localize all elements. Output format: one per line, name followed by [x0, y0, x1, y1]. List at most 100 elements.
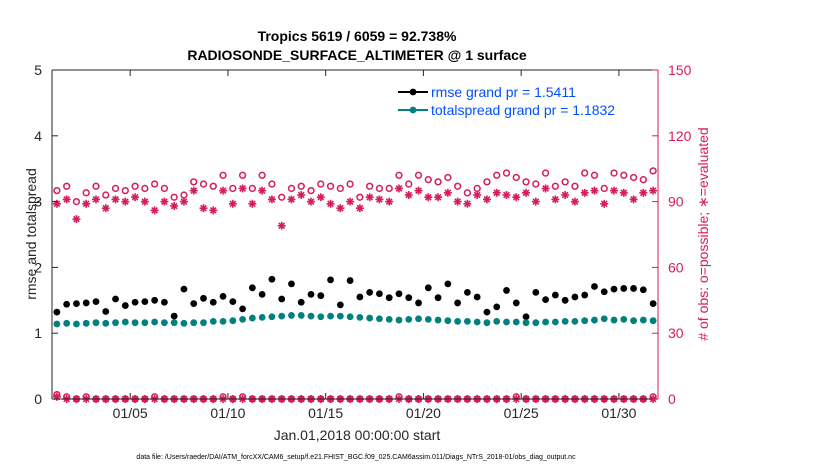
- obs-evaluated-point-13: [170, 201, 179, 210]
- totalspread-point-29: [327, 312, 334, 320]
- obs-possible-point-26: [297, 182, 305, 190]
- totalspread-point-4: [82, 319, 90, 327]
- rmse-point-34: [376, 290, 383, 298]
- obs-evaluated-point-14: [179, 197, 188, 206]
- rmse-point-50: [532, 289, 540, 296]
- obs-possible-point-23: [268, 180, 276, 188]
- obs-evaluated-baseline-point-1: [52, 392, 61, 401]
- obs-possible-point-8: [121, 186, 129, 195]
- rmse-point-23: [268, 275, 276, 283]
- obs-possible-point-29: [326, 182, 335, 190]
- y-right-tick-label-150: 150: [668, 62, 692, 78]
- totalspread-point-57: [600, 315, 608, 323]
- rmse-point-14: [180, 285, 188, 293]
- totalspread-point-1: [53, 320, 61, 328]
- obs-possible-point-56: [590, 171, 599, 179]
- obs-evaluated-point-59: [619, 188, 628, 197]
- data-marks: [52, 167, 658, 403]
- legend: rmse grand pr = 1.5411 totalspread grand…: [394, 82, 646, 118]
- obs-evaluated-point-54: [570, 197, 579, 206]
- obs-possible-point-62: [649, 167, 657, 175]
- obs-evaluated-point-46: [492, 188, 501, 197]
- totalspread-point-14: [180, 319, 188, 327]
- totalspread-point-25: [288, 312, 295, 319]
- rmse-point-37: [405, 294, 413, 302]
- obs-evaluated-point-6: [101, 204, 110, 213]
- obs-evaluated-point-25: [287, 195, 296, 204]
- rmse-point-44: [473, 293, 481, 301]
- totalspread-point-22: [258, 314, 266, 321]
- obs-possible-point-55: [581, 169, 589, 177]
- legend-rmse-marker: [409, 88, 417, 96]
- obs-evaluated-point-27: [307, 197, 316, 206]
- rmse-point-24: [278, 295, 286, 303]
- obs-possible-point-35: [385, 184, 393, 193]
- rmse-point-48: [512, 299, 520, 307]
- totalspread-point-39: [424, 315, 432, 323]
- obs-evaluated-point-19: [228, 199, 237, 208]
- obs-possible-point-41: [444, 173, 452, 182]
- totalspread-point-28: [317, 313, 325, 321]
- obs-evaluated-point-24: [277, 221, 286, 230]
- rmse-point-36: [395, 290, 403, 298]
- totalspread-point-54: [571, 317, 579, 325]
- obs-possible-point-47: [502, 169, 511, 177]
- totalspread-point-27: [307, 312, 315, 320]
- rmse-point-9: [131, 298, 139, 306]
- obs-evaluated-point-28: [316, 193, 325, 202]
- rmse-point-32: [356, 293, 364, 301]
- totalspread-point-10: [141, 319, 149, 327]
- obs-possible-point-31: [346, 180, 354, 188]
- obs-possible-point-18: [219, 171, 227, 179]
- totalspread-point-24: [278, 312, 286, 320]
- obs-evaluated-point-41: [443, 188, 452, 197]
- obs-evaluated-point-22: [258, 186, 267, 195]
- obs-evaluated-point-53: [561, 191, 570, 200]
- obs-possible-point-10: [141, 184, 149, 193]
- obs-possible-point-4: [82, 189, 90, 197]
- obs-evaluated-point-29: [326, 199, 335, 208]
- obs-evaluated-point-35: [385, 197, 394, 206]
- rmse-point-41: [444, 280, 452, 288]
- rmse-point-54: [571, 293, 579, 301]
- totalspread-point-15: [190, 319, 198, 327]
- totalspread-point-30: [336, 312, 344, 320]
- rmse-point-43: [464, 289, 471, 296]
- totalspread-point-32: [356, 314, 364, 321]
- rmse-point-15: [190, 300, 198, 307]
- axes: 01/05 01/10 01/15 01/20 01/25 01/30 0 1 2 3 4 5 0 30 6…: [34, 62, 691, 421]
- rmse-point-51: [542, 296, 549, 304]
- obs-possible-point-28: [317, 180, 325, 188]
- totalspread-point-17: [209, 317, 217, 325]
- totalspread-point-34: [376, 315, 383, 323]
- totalspread-point-36: [395, 316, 403, 324]
- totalspread-point-50: [532, 319, 540, 327]
- obs-evaluated-point-38: [414, 186, 423, 195]
- obs-possible-point-32: [356, 193, 364, 201]
- rmse-point-61: [639, 286, 647, 294]
- obs-evaluated-point-9: [131, 193, 140, 202]
- totalspread-point-26: [297, 312, 305, 319]
- obs-evaluated-point-8: [121, 197, 130, 206]
- obs-evaluated-point-20: [238, 184, 247, 193]
- rmse-point-40: [434, 294, 442, 302]
- rmse-point-27: [307, 290, 315, 298]
- plot-area: [52, 70, 658, 399]
- y-right-tick-label-30: 30: [668, 325, 684, 341]
- obs-possible-point-39: [424, 176, 432, 184]
- rmse-point-35: [385, 294, 393, 302]
- rmse-point-22: [258, 290, 266, 298]
- obs-possible-point-3: [72, 197, 81, 206]
- rmse-point-47: [503, 287, 510, 294]
- obs-possible-point-20: [238, 171, 247, 179]
- rmse-point-46: [493, 303, 501, 311]
- totalspread-point-38: [415, 315, 422, 323]
- obs-possible-point-24: [278, 193, 286, 201]
- obs-possible-point-58: [610, 169, 618, 177]
- obs-evaluated-point-32: [355, 204, 364, 213]
- rmse-point-12: [161, 298, 168, 306]
- obs-evaluated-point-1: [52, 199, 61, 208]
- rmse-point-55: [581, 291, 589, 299]
- obs-evaluated-point-58: [610, 186, 619, 195]
- obs-evaluated-point-37: [404, 191, 413, 200]
